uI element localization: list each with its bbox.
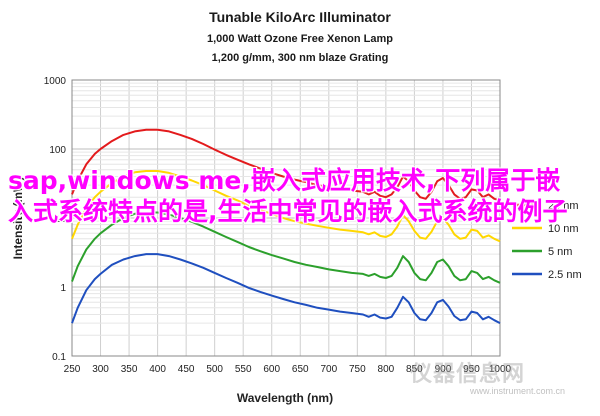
legend-label-1: 10 nm bbox=[548, 223, 579, 235]
series-line-0 bbox=[71, 128, 501, 202]
y-axis-ticks: 0.1 1 10 100 1000 bbox=[44, 76, 67, 363]
overlay-text: sap,windows me,嵌入式应用技术,下列属于嵌入式系统特点的是,生活中… bbox=[8, 166, 568, 226]
x-tick-label-2: 350 bbox=[121, 364, 138, 375]
chart-subtitle-2: 1,200 g/mm, 300 nm blaze Grating bbox=[212, 52, 389, 64]
x-tick-label-13: 900 bbox=[435, 364, 452, 375]
x-tick-label-7: 600 bbox=[263, 364, 280, 375]
legend: 20 nm 10 nm 5 nm 2.5 nm bbox=[512, 200, 582, 281]
x-tick-label-0: 250 bbox=[64, 364, 81, 375]
x-tick-label-3: 400 bbox=[149, 364, 166, 375]
x-tick-label-10: 750 bbox=[349, 364, 366, 375]
x-tick-label-4: 450 bbox=[178, 364, 195, 375]
y-axis-label: Intensity (mW) bbox=[11, 177, 25, 260]
x-tick-label-5: 500 bbox=[206, 364, 223, 375]
chart-title: Tunable KiloArc Illuminator bbox=[209, 9, 391, 25]
y-tick-label-4: 1000 bbox=[44, 76, 67, 87]
series-line-2 bbox=[71, 211, 501, 284]
x-tick-label-12: 850 bbox=[406, 364, 423, 375]
x-tick-label-1: 300 bbox=[92, 364, 109, 375]
y-tick-label-1: 1 bbox=[60, 283, 66, 294]
y-tick-label-0: 0.1 bbox=[52, 352, 66, 363]
legend-label-0: 20 nm bbox=[548, 200, 579, 212]
legend-label-3: 2.5 nm bbox=[548, 269, 582, 281]
x-tick-label-8: 650 bbox=[292, 364, 309, 375]
x-tick-label-14: 950 bbox=[463, 364, 480, 375]
chart-subtitle-1: 1,000 Watt Ozone Free Xenon Lamp bbox=[207, 33, 393, 45]
x-tick-label-9: 700 bbox=[320, 364, 337, 375]
watermark-logo: 仪器信息网 bbox=[410, 362, 526, 387]
y-tick-label-2: 10 bbox=[55, 214, 67, 225]
x-axis-label: Wavelength (nm) bbox=[237, 391, 333, 405]
series-line-1 bbox=[71, 170, 501, 243]
legend-label-2: 5 nm bbox=[548, 246, 572, 258]
series-lines bbox=[71, 128, 501, 324]
series-line-3 bbox=[71, 253, 501, 324]
watermark-url: www.instrument.com.cn bbox=[470, 386, 566, 396]
x-tick-label-15: 1000 bbox=[489, 364, 512, 375]
x-tick-label-11: 800 bbox=[378, 364, 395, 375]
x-axis-ticks: 250 300 350 400 450 500 550 600 650 700 750 800 850 9… bbox=[64, 364, 512, 375]
x-tick-label-6: 550 bbox=[235, 364, 252, 375]
y-tick-label-3: 100 bbox=[49, 145, 66, 156]
plot-area bbox=[71, 79, 501, 357]
